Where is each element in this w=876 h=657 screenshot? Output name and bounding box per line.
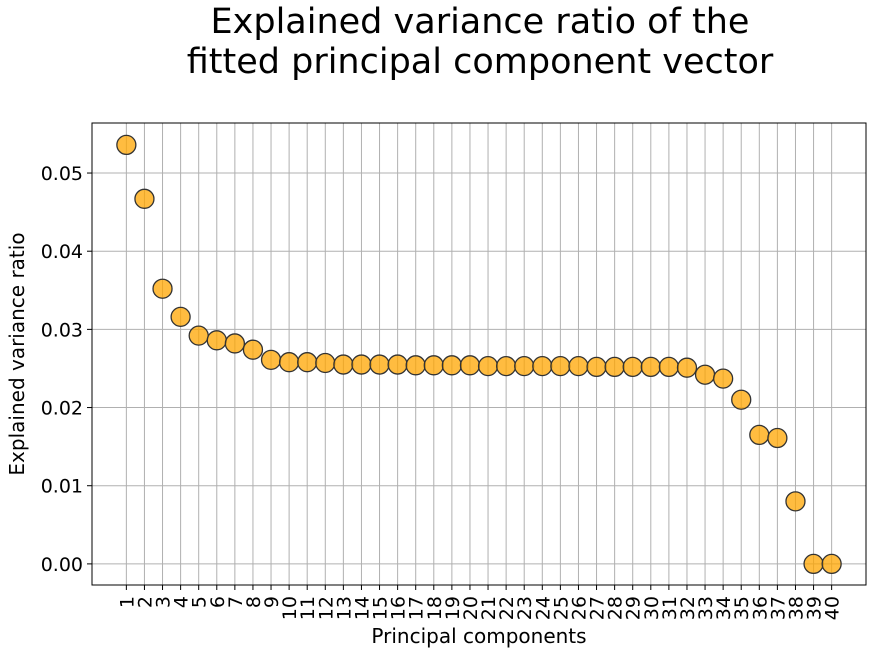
x-tick-label: 17 [406, 596, 428, 620]
data-point [369, 354, 390, 375]
data-points [116, 134, 842, 575]
x-tick-label: 39 [804, 596, 826, 620]
data-point [297, 352, 318, 373]
data-point [333, 354, 354, 375]
x-tick-label: 29 [623, 596, 645, 620]
data-point [514, 355, 535, 377]
x-tick-label: 14 [351, 596, 373, 620]
x-tick-label: 28 [605, 596, 627, 620]
x-tick-label: 12 [315, 596, 337, 620]
data-point [351, 354, 372, 375]
data-point [242, 339, 264, 360]
x-tick-label: 40 [822, 596, 844, 620]
x-tick-label: 6 [207, 596, 229, 608]
data-point [568, 355, 589, 377]
chart-title-line-2: fitted principal component vector [186, 42, 774, 82]
x-tick-label: 33 [695, 596, 717, 620]
data-point [224, 333, 246, 354]
x-tick-label: 25 [550, 596, 572, 620]
x-tick-label: 5 [189, 596, 211, 608]
data-point [821, 553, 842, 575]
data-point [604, 356, 625, 378]
data-point [622, 356, 643, 378]
data-point [658, 356, 680, 378]
x-tick-label: 26 [568, 596, 590, 620]
x-tick-label: 24 [532, 596, 554, 620]
x-tick-label: 38 [785, 596, 807, 620]
data-point [731, 389, 752, 410]
y-tick-label: 0.00 [41, 554, 83, 576]
data-point [712, 368, 734, 389]
data-point [532, 355, 553, 377]
x-tick-label: 23 [514, 596, 536, 620]
x-tick-label: 3 [153, 596, 175, 608]
y-tick-label: 0.05 [41, 163, 83, 185]
data-point [116, 134, 137, 156]
data-point [495, 355, 517, 377]
x-tick-label: 34 [713, 596, 735, 620]
x-tick-label: 37 [767, 596, 789, 620]
x-tick-label: 16 [388, 596, 410, 620]
data-point [767, 427, 788, 449]
grid [92, 123, 866, 585]
y-tick-label: 0.02 [41, 398, 83, 420]
data-point [803, 553, 824, 575]
y-axis-label: Explained variance ratio [5, 232, 29, 475]
data-point [423, 355, 444, 376]
data-point [785, 491, 806, 512]
x-tick-label: 21 [478, 596, 500, 620]
x-tick-label: 35 [731, 596, 753, 620]
data-point [441, 355, 463, 376]
data-point [188, 325, 209, 346]
data-point [477, 355, 499, 377]
x-tick-label: 15 [370, 596, 392, 620]
x-tick-label: 19 [442, 596, 464, 620]
x-tick-label: 10 [279, 596, 301, 620]
data-point [640, 356, 661, 378]
data-point [694, 364, 716, 385]
x-tick-label: 20 [460, 596, 482, 620]
x-tick-label: 31 [659, 596, 681, 620]
x-tick-label: 9 [261, 596, 283, 608]
data-point [315, 352, 336, 374]
data-point [260, 349, 282, 371]
data-point [550, 355, 571, 377]
x-tick-label: 36 [749, 596, 771, 620]
data-point [459, 355, 481, 376]
data-point [749, 424, 770, 446]
data-point [586, 356, 607, 378]
data-point [405, 355, 426, 376]
x-tick-label: 11 [297, 596, 319, 620]
y-tick-label: 0.03 [41, 319, 83, 341]
x-tick-label: 32 [677, 596, 699, 620]
x-axis-label: Principal components [371, 624, 586, 648]
data-point [387, 354, 408, 375]
x-tick-label: 4 [171, 596, 193, 608]
data-point [278, 352, 300, 373]
x-tick-label: 2 [134, 596, 156, 608]
y-tick-label: 0.01 [41, 476, 83, 498]
data-point [152, 278, 173, 299]
data-point [170, 306, 191, 328]
plot-frame [91, 122, 867, 586]
x-tick-label: 7 [225, 596, 247, 608]
x-tick-label: 18 [424, 596, 446, 620]
x-tick-label: 22 [496, 596, 518, 620]
y-tick-label: 0.04 [41, 241, 83, 263]
chart-title-line-1: Explained variance ratio of the [210, 2, 750, 42]
axis-ticks: 1234567891011121314151617181920212223242… [41, 163, 844, 620]
x-tick-label: 1 [116, 596, 138, 608]
x-tick-label: 27 [587, 596, 609, 620]
data-point [134, 188, 155, 209]
x-tick-label: 30 [641, 596, 663, 620]
x-tick-label: 8 [243, 596, 265, 608]
data-point [676, 357, 698, 378]
data-point [206, 330, 227, 351]
x-tick-label: 13 [333, 596, 355, 620]
